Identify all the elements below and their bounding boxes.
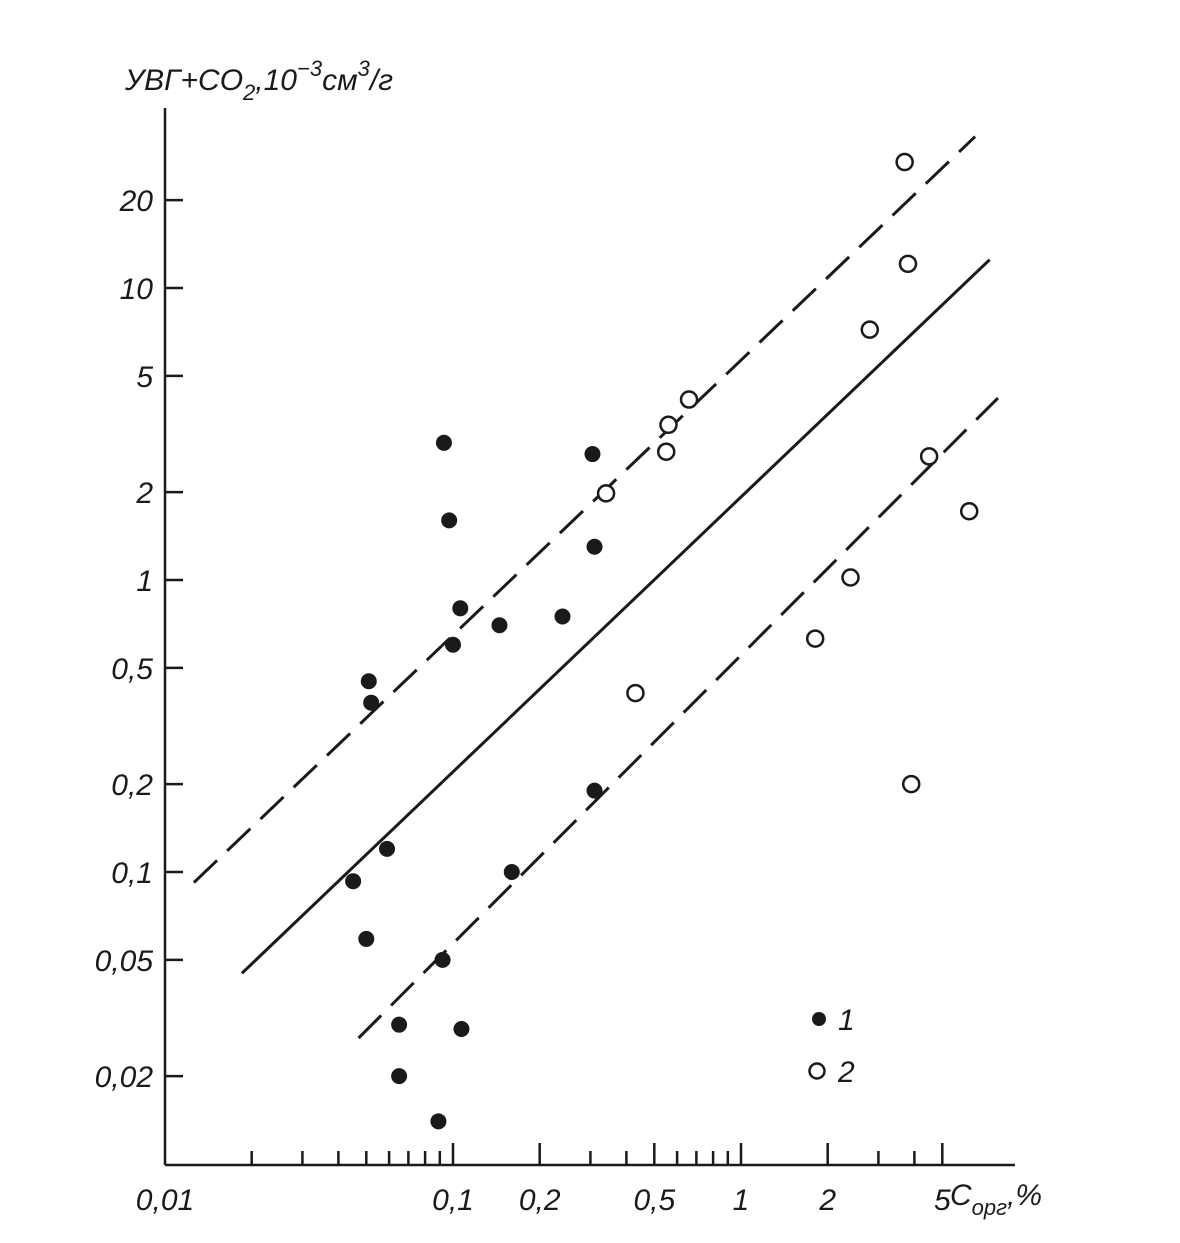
point-series-2-7 bbox=[860, 320, 880, 339]
point-series-2-12 bbox=[959, 501, 979, 521]
point-series-2-3 bbox=[679, 390, 699, 409]
point-series-1-12 bbox=[358, 930, 375, 947]
x-tick-label-2: 0,2 bbox=[519, 1184, 561, 1217]
x-axis-title: Cорг,% bbox=[950, 1179, 1042, 1220]
y-tick-label-5: 1 bbox=[136, 565, 153, 598]
point-series-2-9 bbox=[898, 254, 918, 274]
y-tick-label-0: 0,02 bbox=[95, 1061, 154, 1094]
point-series-1-18 bbox=[391, 1068, 408, 1085]
point-series-1-16 bbox=[391, 1016, 408, 1033]
x-tick-label-3: 0,5 bbox=[633, 1184, 675, 1217]
point-series-1-8 bbox=[584, 446, 601, 463]
x-tick-label-5: 2 bbox=[818, 1184, 836, 1217]
point-series-1-13 bbox=[434, 951, 451, 968]
y-tick-label-6: 2 bbox=[135, 477, 153, 510]
y-tick-label-8: 10 bbox=[120, 273, 154, 306]
legend-marker-filled bbox=[812, 1012, 826, 1026]
point-series-2-5 bbox=[805, 629, 825, 648]
point-series-1-0 bbox=[435, 434, 452, 451]
y-tick-label-7: 5 bbox=[136, 361, 153, 394]
ticks: 0,01 0,1 0,2 0,5 1 2 5 0,02 0,05 0,1 0,2 0,5 1 2 5 10 20 bbox=[95, 185, 951, 1217]
point-series-2-10 bbox=[901, 774, 921, 794]
fit-lines bbox=[192, 135, 999, 1040]
x-tick-label-1: 0,1 bbox=[432, 1184, 474, 1217]
point-series-1-2 bbox=[445, 636, 461, 653]
point-series-1-15 bbox=[586, 782, 603, 799]
point-series-1-3 bbox=[452, 600, 469, 617]
y-tick-label-4: 0,5 bbox=[111, 653, 153, 686]
point-series-1-1 bbox=[441, 512, 458, 529]
y-tick-label-3: 0,2 bbox=[111, 769, 153, 802]
y-tick-label-2: 0,1 bbox=[111, 857, 153, 890]
point-series-1-4 bbox=[360, 673, 377, 690]
fit-line-dashed-0 bbox=[192, 135, 977, 884]
y-axis-title: УВГ+CO2,10−3см3/г bbox=[124, 56, 393, 105]
data-points bbox=[345, 152, 979, 1130]
fit-line-dashed-2 bbox=[357, 396, 999, 1040]
point-series-2-1 bbox=[659, 415, 678, 435]
point-series-1-5 bbox=[363, 694, 380, 711]
y-tick-label-1: 0,05 bbox=[95, 945, 154, 978]
point-series-2-4 bbox=[626, 683, 645, 703]
point-series-2-8 bbox=[895, 152, 914, 172]
y-tick-label-9: 20 bbox=[119, 185, 154, 218]
point-series-2-11 bbox=[919, 447, 939, 466]
legend-label-1: 1 bbox=[838, 1004, 855, 1037]
point-series-1-6 bbox=[491, 617, 508, 634]
legend: 1 2 bbox=[808, 1004, 855, 1089]
point-series-2-0 bbox=[596, 484, 616, 503]
point-series-1-17 bbox=[453, 1020, 470, 1037]
point-series-1-14 bbox=[503, 864, 520, 880]
point-series-2-2 bbox=[656, 442, 676, 461]
point-series-1-9 bbox=[586, 538, 603, 555]
legend-marker-open bbox=[808, 1062, 826, 1080]
axes bbox=[163, 108, 1015, 1167]
point-series-1-11 bbox=[379, 840, 396, 857]
point-series-1-7 bbox=[554, 608, 571, 625]
x-tick-label-0: 0,01 bbox=[136, 1184, 194, 1217]
x-tick-label-4: 1 bbox=[733, 1184, 750, 1217]
point-series-1-19 bbox=[430, 1113, 447, 1130]
point-series-2-6 bbox=[841, 568, 860, 587]
fit-line-solid-1 bbox=[240, 258, 991, 975]
x-tick-label-6: 5 bbox=[934, 1184, 951, 1217]
legend-label-2: 2 bbox=[837, 1056, 855, 1089]
point-series-1-10 bbox=[345, 873, 362, 890]
